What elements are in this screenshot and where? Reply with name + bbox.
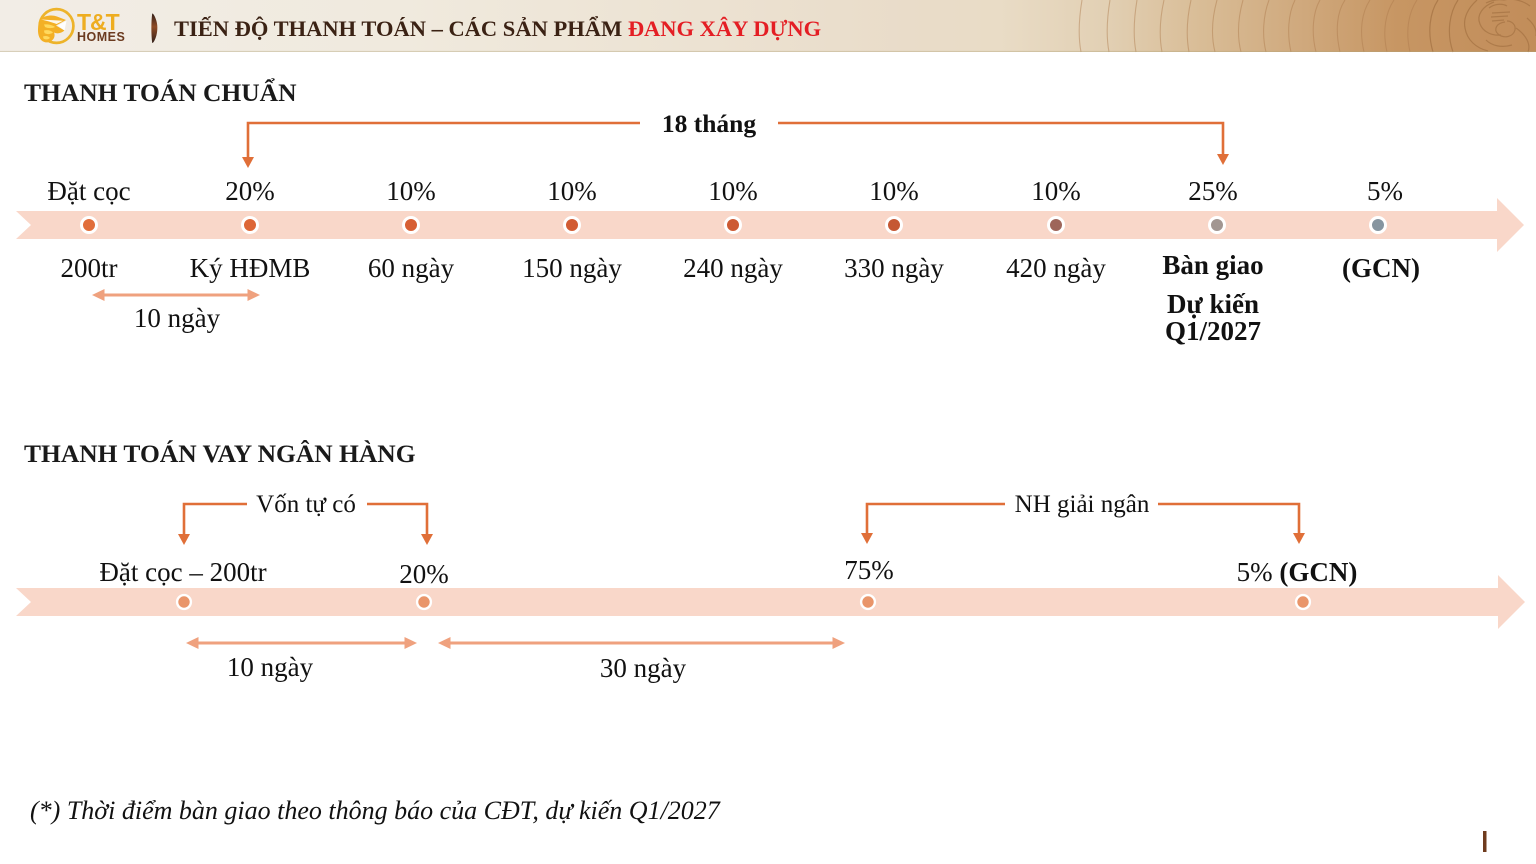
svg-text:240 ngày: 240 ngày <box>683 253 783 283</box>
svg-text:(GCN): (GCN) <box>1342 253 1420 283</box>
svg-text:25%: 25% <box>1188 176 1238 206</box>
svg-text:TIẾN ĐỘ THANH TOÁN – CÁC SẢN P: TIẾN ĐỘ THANH TOÁN – CÁC SẢN PHẨM ĐANG X… <box>174 15 821 41</box>
svg-text:18 tháng: 18 tháng <box>662 109 756 138</box>
svg-text:Bàn giao: Bàn giao <box>1162 250 1263 280</box>
svg-text:200tr: 200tr <box>61 253 118 283</box>
svg-text:330 ngày: 330 ngày <box>844 253 944 283</box>
svg-text:5%: 5% <box>1367 176 1403 206</box>
svg-text:T&T: T&T <box>77 9 120 35</box>
svg-text:10%: 10% <box>869 176 919 206</box>
svg-text:30 ngày: 30 ngày <box>600 653 687 683</box>
svg-text:10%: 10% <box>1031 176 1081 206</box>
svg-text:10%: 10% <box>386 176 436 206</box>
svg-text:75%: 75% <box>844 555 894 585</box>
svg-text:THANH TOÁN CHUẨN: THANH TOÁN CHUẨN <box>24 78 297 107</box>
svg-text:420 ngày: 420 ngày <box>1006 253 1106 283</box>
svg-text:5% (GCN): 5% (GCN) <box>1237 557 1358 587</box>
svg-text:150 ngày: 150 ngày <box>522 253 622 283</box>
svg-text:10 ngày: 10 ngày <box>134 303 221 333</box>
svg-text:10 ngày: 10 ngày <box>227 652 314 682</box>
svg-text:Dự kiến: Dự kiến <box>1167 289 1259 319</box>
svg-text:HOMES: HOMES <box>77 30 125 44</box>
svg-text:10%: 10% <box>708 176 758 206</box>
svg-text:THANH TOÁN VAY NGÂN HÀNG: THANH TOÁN VAY NGÂN HÀNG <box>24 439 416 468</box>
svg-text:20%: 20% <box>225 176 275 206</box>
svg-text:Đặt cọc – 200tr: Đặt cọc – 200tr <box>99 557 266 587</box>
svg-text:Ký HĐMB: Ký HĐMB <box>190 253 311 283</box>
svg-text:(*) Thời điểm bàn giao theo th: (*) Thời điểm bàn giao theo thông báo củ… <box>30 796 721 825</box>
svg-text:Q1/2027: Q1/2027 <box>1165 316 1261 346</box>
svg-text:NH giải ngân: NH giải ngân <box>1015 491 1150 518</box>
svg-text:20%: 20% <box>399 559 449 589</box>
svg-text:10%: 10% <box>547 176 597 206</box>
svg-text:Vốn tự có: Vốn tự có <box>256 491 356 518</box>
svg-text:60 ngày: 60 ngày <box>368 253 455 283</box>
svg-text:Đặt cọc: Đặt cọc <box>47 176 130 206</box>
